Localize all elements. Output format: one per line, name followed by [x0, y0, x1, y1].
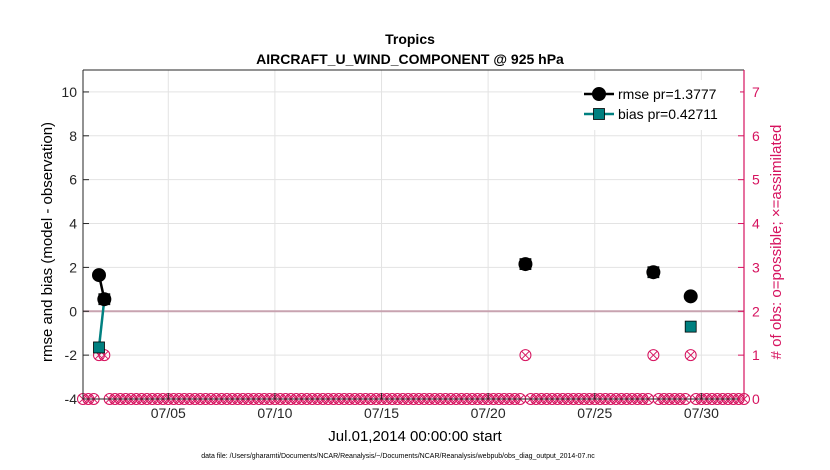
y2-tick-label: 0	[752, 391, 760, 407]
y2-tick-label: 1	[752, 347, 760, 363]
x-tick-label: 07/05	[151, 405, 186, 421]
x-tick-label: 07/20	[471, 405, 506, 421]
obs-assimilated-marker	[521, 350, 530, 360]
y-tick-label: 10	[61, 84, 77, 100]
legend-bias-marker	[593, 108, 605, 120]
y-tick-label: 2	[69, 259, 77, 275]
obs-assimilated-marker	[649, 350, 658, 360]
x-tick-label: 07/25	[577, 405, 612, 421]
data-file-footnote: data file: /Users/gharamti/Documents/NCA…	[201, 453, 595, 460]
bias-point	[93, 341, 105, 354]
rmse-point	[91, 268, 106, 283]
obs-possible-marker	[684, 349, 697, 362]
x-axis-label: Jul.01,2014 00:00:00 start	[328, 428, 502, 445]
legend-background	[582, 80, 740, 130]
series-group	[91, 257, 698, 354]
obs-possible-marker	[647, 349, 660, 362]
legend-bias-label: bias pr=0.42711	[618, 106, 718, 122]
x-tick-label: 07/30	[684, 405, 719, 421]
x-tick-label: 07/15	[364, 405, 399, 421]
y-tick-label: 6	[69, 172, 77, 188]
legend: rmse pr=1.3777 bias pr=0.42711	[582, 80, 740, 130]
chart-title: Tropics	[385, 31, 435, 47]
y-tick-label: 8	[69, 128, 77, 144]
x-tick-label: 07/10	[257, 405, 292, 421]
bias-line-segment	[97, 299, 106, 348]
bias-point	[684, 320, 697, 333]
obs-possible-marker	[519, 349, 532, 362]
y2-tick-label: 6	[752, 128, 760, 144]
y-tick-label: -4	[65, 391, 78, 407]
legend-rmse-marker	[592, 87, 606, 101]
y2-tick-label: 7	[752, 84, 760, 100]
y-tick-label: 0	[69, 303, 77, 319]
rmse-point	[518, 257, 533, 272]
y2-tick-label: 4	[752, 216, 760, 232]
rmse-point	[97, 292, 112, 307]
y2-tick-label: 3	[752, 259, 760, 275]
chart-subtitle: AIRCRAFT_U_WIND_COMPONENT @ 925 hPa	[256, 51, 564, 67]
rmse-point	[646, 265, 661, 280]
y-axis-label: rmse and bias (model - observation)	[39, 122, 56, 362]
y-tick-label: -2	[65, 347, 78, 363]
obs-assimilated-marker	[686, 350, 695, 360]
rmse-point	[683, 289, 698, 304]
y-tick-label: 4	[69, 216, 77, 232]
axes-group	[82, 69, 745, 400]
y2-tick-label: 5	[752, 172, 760, 188]
y2-tick-label: 2	[752, 303, 760, 319]
tick-labels: 07/05 07/10 07/15 07/20 07/25 07/30 -4 -2 0 2 4 6 8 1…	[61, 84, 760, 421]
y2-axis-label: # of obs: o=possible; ×=assimilated	[768, 125, 785, 360]
legend-rmse-label: rmse pr=1.3777	[618, 86, 717, 102]
